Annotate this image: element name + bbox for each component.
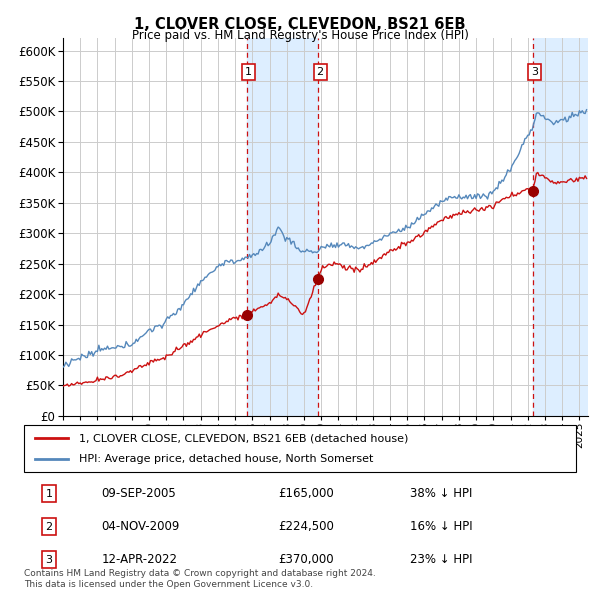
FancyBboxPatch shape <box>24 425 576 472</box>
Text: 1, CLOVER CLOSE, CLEVEDON, BS21 6EB (detached house): 1, CLOVER CLOSE, CLEVEDON, BS21 6EB (det… <box>79 433 409 443</box>
Text: £165,000: £165,000 <box>278 487 334 500</box>
Text: 3: 3 <box>46 555 52 565</box>
Text: 1, CLOVER CLOSE, CLEVEDON, BS21 6EB: 1, CLOVER CLOSE, CLEVEDON, BS21 6EB <box>134 17 466 31</box>
Text: 3: 3 <box>531 67 538 77</box>
Text: 04-NOV-2009: 04-NOV-2009 <box>101 520 179 533</box>
Text: Contains HM Land Registry data © Crown copyright and database right 2024.
This d: Contains HM Land Registry data © Crown c… <box>24 569 376 589</box>
Text: 12-APR-2022: 12-APR-2022 <box>101 553 177 566</box>
Text: 09-SEP-2005: 09-SEP-2005 <box>101 487 176 500</box>
Text: 1: 1 <box>46 489 52 499</box>
Bar <box>533 38 588 416</box>
Text: 2: 2 <box>45 522 52 532</box>
Text: £224,500: £224,500 <box>278 520 334 533</box>
Text: 16% ↓ HPI: 16% ↓ HPI <box>410 520 473 533</box>
Text: 2: 2 <box>317 67 324 77</box>
Text: Price paid vs. HM Land Registry's House Price Index (HPI): Price paid vs. HM Land Registry's House … <box>131 30 469 42</box>
Text: 23% ↓ HPI: 23% ↓ HPI <box>410 553 473 566</box>
Bar <box>247 38 319 416</box>
Text: HPI: Average price, detached house, North Somerset: HPI: Average price, detached house, Nort… <box>79 454 374 464</box>
Text: £370,000: £370,000 <box>278 553 334 566</box>
Text: 1: 1 <box>245 67 252 77</box>
Text: 38% ↓ HPI: 38% ↓ HPI <box>410 487 473 500</box>
